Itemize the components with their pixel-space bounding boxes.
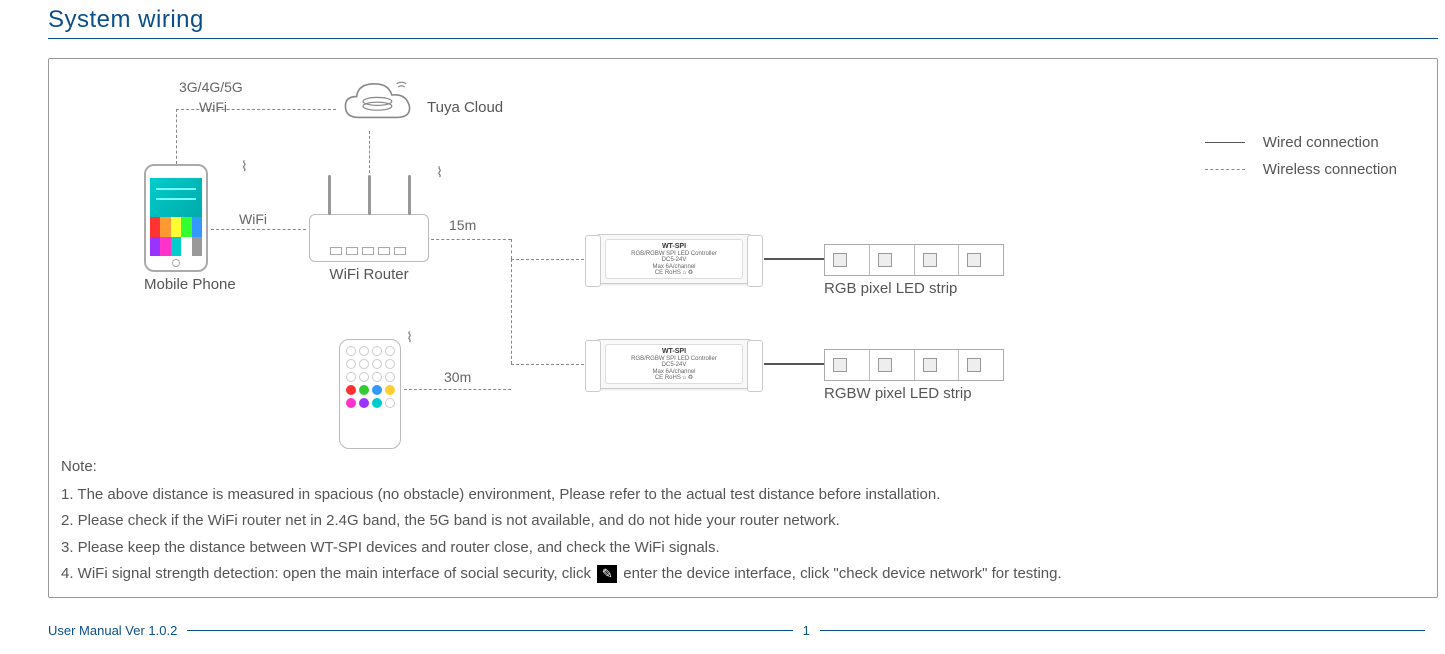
node-router: ⌇ WiFi Router — [309, 214, 429, 283]
note-4-b: enter the device interface, click "check… — [619, 565, 1062, 582]
note-4: 4. WiFi signal strength detection: open … — [61, 561, 1425, 587]
controller-icon: WT-SPI RGB/RGBW SPI LED Controller DC5-2… — [594, 234, 754, 284]
edge-solid — [764, 363, 824, 365]
legend-wired-label: Wired connection — [1263, 134, 1379, 151]
note-3: 3. Please keep the distance between WT-S… — [61, 535, 1425, 561]
node-strip-rgb: RGB pixel LED strip — [824, 244, 1004, 297]
label-wifi-top: WiFi — [199, 99, 227, 115]
wifi-signal-icon: ⌇ — [241, 158, 248, 175]
notes-title: Note: — [61, 454, 1425, 480]
title-underline — [48, 38, 1438, 39]
footer-version: User Manual Ver 1.0.2 — [48, 623, 177, 638]
edge-dashed — [511, 239, 512, 259]
strip-rgb-label: RGB pixel LED strip — [824, 280, 1004, 297]
legend-wired: Wired connection — [1205, 134, 1397, 151]
label-cellular: 3G/4G/5G — [179, 79, 243, 95]
wiring-diagram: ⌇ Mobile Phone Tuya Cloud — [49, 59, 1437, 597]
label-phone-router: WiFi — [239, 211, 267, 227]
strip-rgbw-label: RGBW pixel LED strip — [824, 385, 1004, 402]
edge-solid — [764, 258, 824, 260]
edge-dashed — [431, 239, 511, 240]
controller-model: WT-SPI — [612, 348, 736, 356]
phone-label: Mobile Phone — [144, 276, 236, 293]
node-cloud: Tuya Cloud — [339, 77, 419, 129]
controller-spec: DC5-24V — [612, 257, 736, 264]
label-remote-ctrl: 30m — [444, 369, 471, 385]
edge-dashed — [511, 259, 584, 260]
controller-subtitle: RGB/RGBW SPI LED Controller — [612, 356, 736, 363]
diagram-frame: ⌇ Mobile Phone Tuya Cloud — [48, 58, 1438, 598]
edit-icon: ✎ — [597, 565, 617, 583]
footer-line — [820, 630, 1425, 631]
footer-line — [187, 630, 792, 631]
controller-icon: WT-SPI RGB/RGBW SPI LED Controller DC5-2… — [594, 339, 754, 389]
node-strip-rgbw: RGBW pixel LED strip — [824, 349, 1004, 402]
legend-wireless-label: Wireless connection — [1263, 161, 1397, 178]
note-4-a: 4. WiFi signal strength detection: open … — [61, 565, 595, 582]
phone-icon — [144, 164, 208, 272]
remote-icon — [339, 339, 401, 449]
node-remote: ⌇ — [339, 339, 401, 449]
edge-dashed — [511, 259, 512, 364]
wifi-signal-icon: ⌇ — [436, 164, 443, 181]
controller-model: WT-SPI — [612, 243, 736, 251]
cloud-label: Tuya Cloud — [427, 99, 503, 116]
legend-dashed-line-icon — [1205, 169, 1245, 170]
cloud-icon — [339, 77, 419, 129]
legend: Wired connection Wireless connection — [1205, 134, 1397, 188]
controller-spec: DC5-24V — [612, 362, 736, 369]
edge-dashed — [176, 109, 177, 164]
legend-wireless: Wireless connection — [1205, 161, 1397, 178]
label-router-ctrl: 15m — [449, 217, 476, 233]
node-controller-1: WT-SPI RGB/RGBW SPI LED Controller DC5-2… — [594, 234, 754, 284]
node-controller-2: WT-SPI RGB/RGBW SPI LED Controller DC5-2… — [594, 339, 754, 389]
controller-subtitle: RGB/RGBW SPI LED Controller — [612, 251, 736, 258]
edge-dashed — [511, 364, 584, 365]
edge-dashed — [404, 389, 511, 390]
controller-marks: CE RoHS ⌂ ♻ — [612, 375, 736, 382]
edge-dashed — [211, 229, 306, 230]
ledstrip-icon — [824, 349, 1004, 381]
router-icon — [309, 214, 429, 262]
notes-block: Note: 1. The above distance is measured … — [61, 454, 1425, 587]
ledstrip-icon — [824, 244, 1004, 276]
note-1: 1. The above distance is measured in spa… — [61, 482, 1425, 508]
wifi-signal-icon: ⌇ — [406, 329, 413, 346]
note-1-rest: above distance is measured in spacious (… — [107, 486, 940, 503]
note-1-prefix: 1. The — [61, 486, 107, 503]
router-label: WiFi Router — [309, 266, 429, 283]
note-2: 2. Please check if the WiFi router net i… — [61, 508, 1425, 534]
footer-page: 1 — [803, 623, 810, 638]
footer: User Manual Ver 1.0.2 1 — [48, 623, 1435, 638]
page-title: System wiring — [48, 6, 204, 34]
edge-dashed — [369, 131, 370, 173]
legend-solid-line-icon — [1205, 142, 1245, 143]
controller-marks: CE RoHS ⌂ ♻ — [612, 270, 736, 277]
